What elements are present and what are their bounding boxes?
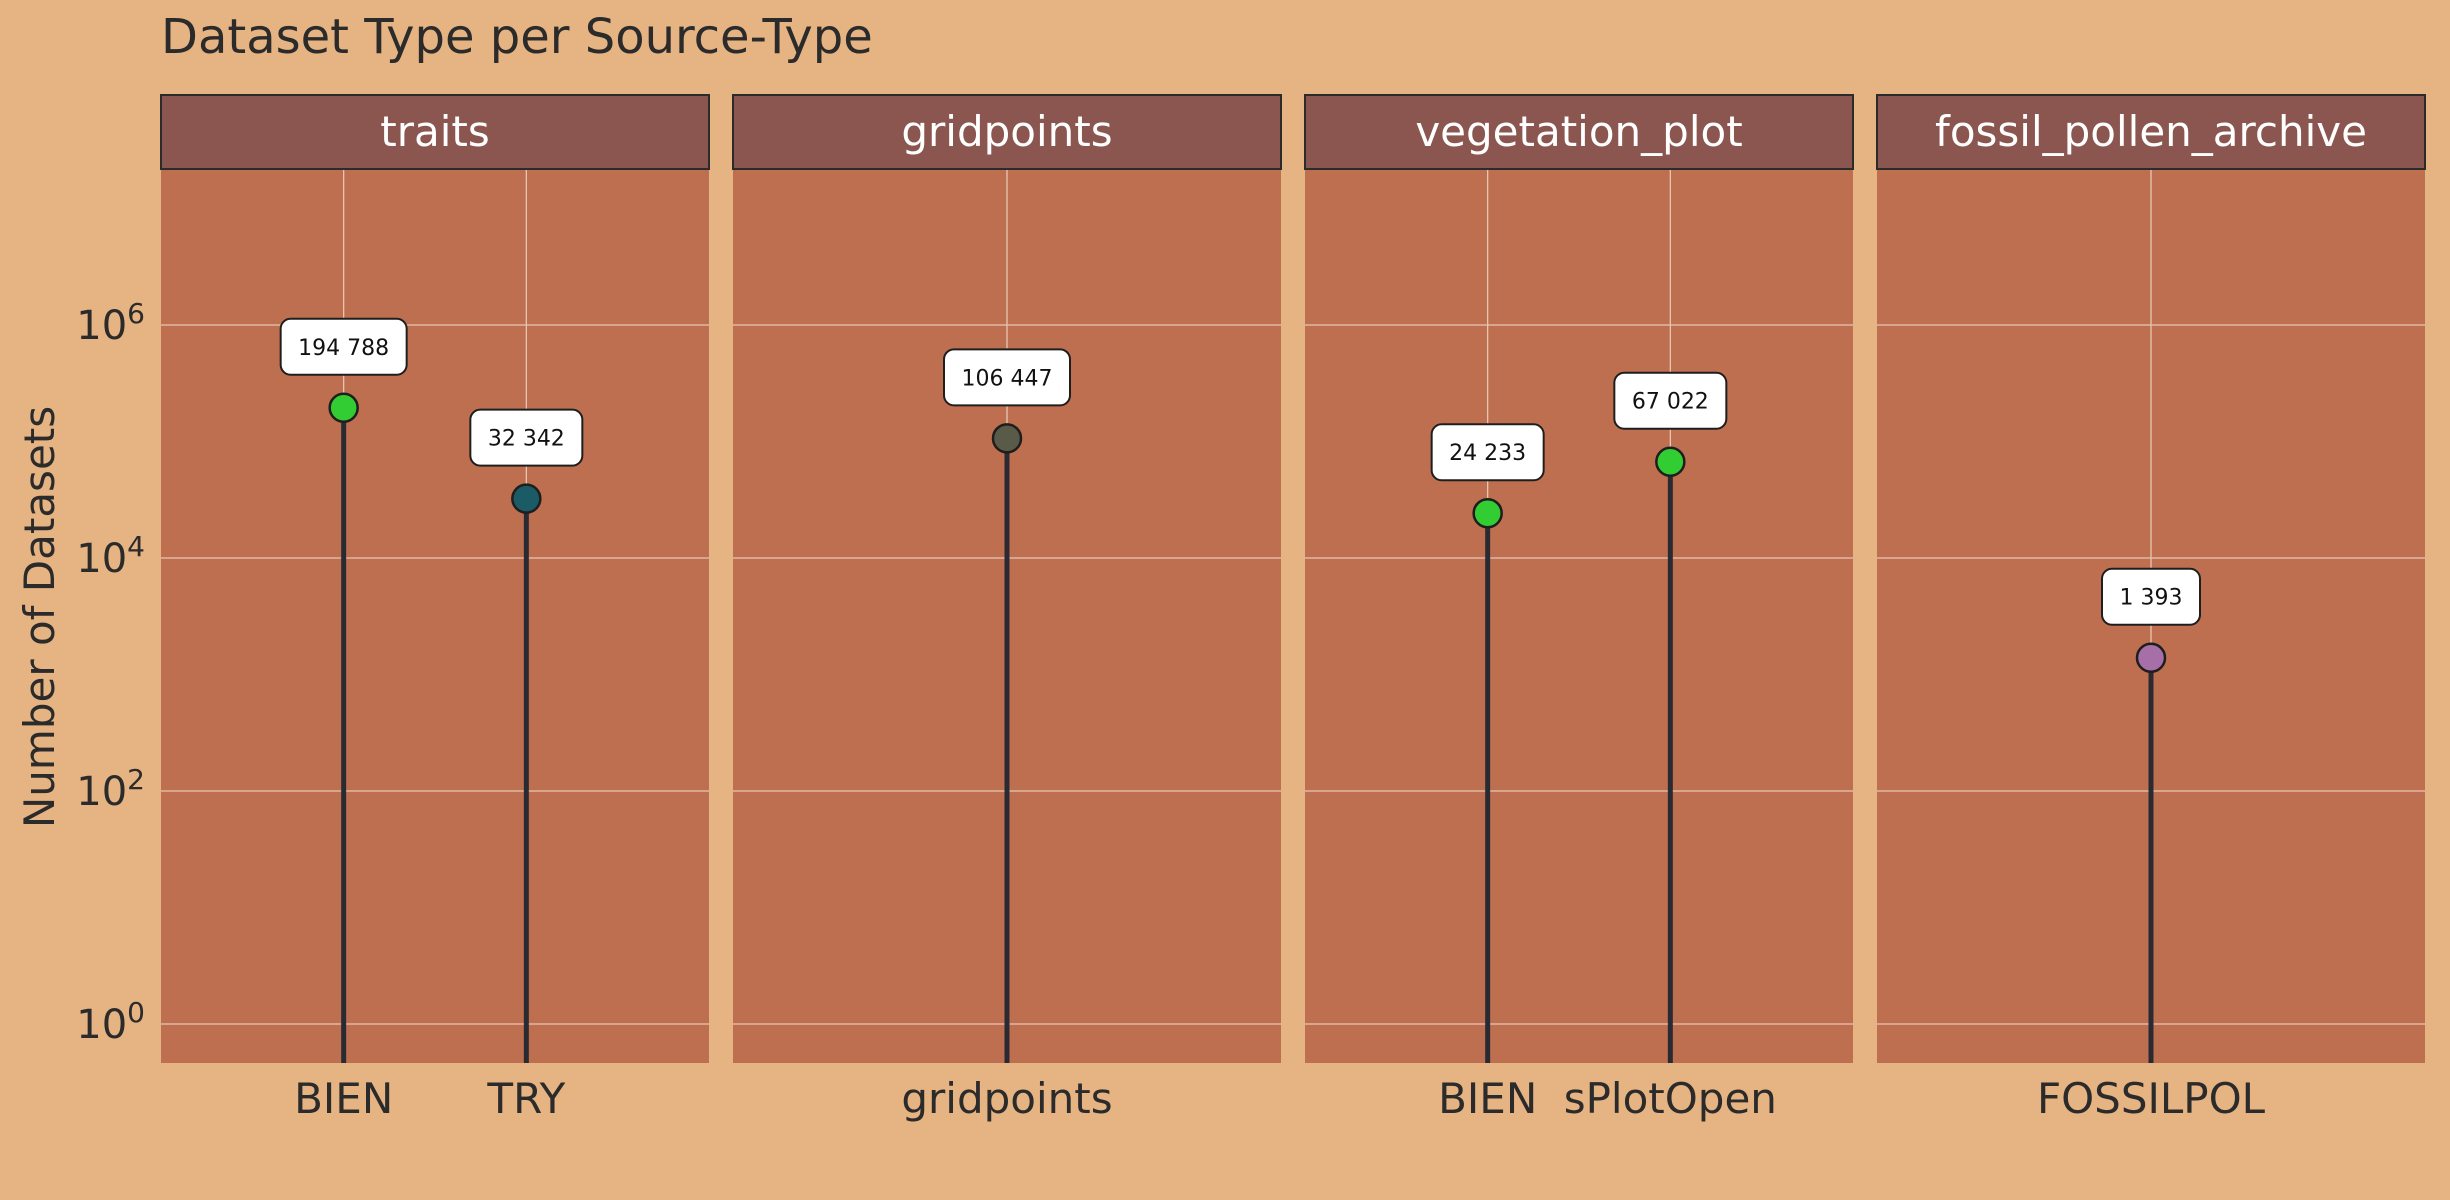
data-label: 32 342 [488, 427, 565, 452]
data-label-box [1430, 423, 1545, 482]
data-label: 106 447 [962, 366, 1053, 391]
lollipop-point [511, 483, 542, 514]
facet-strip-label: traits [380, 107, 490, 156]
x-tick-label: TRY [486, 1074, 565, 1123]
y-tick-label: 104 [76, 530, 145, 582]
lollipop-point [991, 423, 1023, 454]
lollipop-point [1655, 446, 1686, 477]
facet-strip [1876, 94, 2426, 170]
data-label: 67 022 [1632, 390, 1709, 415]
facet-strip [732, 94, 1282, 170]
lollipop-point [2135, 642, 2167, 673]
panel-background [1305, 170, 1853, 1063]
facet-strip [160, 94, 710, 170]
data-label-box [943, 348, 1071, 407]
panel-background [161, 170, 709, 1063]
x-tick-label: BIEN [294, 1074, 393, 1123]
y-tick-label: 100 [76, 996, 145, 1048]
facet-strip-label: vegetation_plot [1415, 107, 1742, 156]
facet-strip-label: gridpoints [901, 107, 1112, 156]
x-tick-label: gridpoints [901, 1074, 1112, 1123]
facet-strip-label: fossil_pollen_archive [1935, 107, 2367, 156]
x-tick-label: FOSSILPOL [2037, 1074, 2266, 1123]
chart-title: Dataset Type per Source-Type [161, 9, 873, 65]
data-label-box [1613, 371, 1728, 430]
data-label: 24 233 [1449, 441, 1526, 466]
y-tick-label: 106 [76, 297, 145, 349]
data-label-box [279, 317, 408, 376]
x-tick-label: sPlotOpen [1564, 1074, 1777, 1123]
data-label-box [469, 408, 584, 467]
lollipop-point [328, 392, 359, 424]
lollipop-point [1472, 497, 1503, 529]
y-axis-label: Number of Datasets [15, 406, 64, 828]
data-label-box [2101, 567, 2201, 626]
x-tick-label: BIEN [1438, 1074, 1537, 1123]
data-label: 194 788 [298, 336, 389, 361]
y-tick-label: 102 [76, 763, 145, 815]
data-label: 1 393 [2120, 586, 2183, 611]
facet-strip [1304, 94, 1854, 170]
